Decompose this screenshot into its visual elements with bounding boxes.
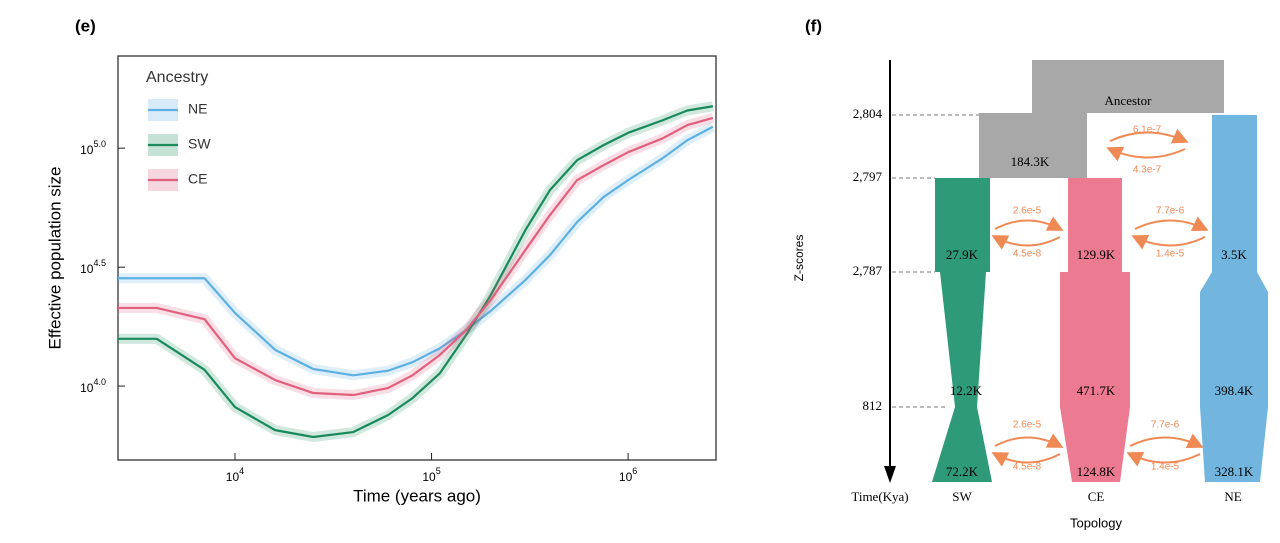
time-label: 2,804: [853, 106, 883, 121]
node-label: 328.1K: [1215, 464, 1254, 479]
migration-arrow: [1109, 128, 1189, 144]
migration-arrow: [1134, 216, 1209, 231]
series-line: [118, 105, 714, 439]
y-tick-base: 10: [80, 143, 94, 157]
node-label: 27.9K: [946, 247, 979, 262]
y-tick-exponent: 4.0: [93, 377, 106, 387]
axis-label: Z-scores: [792, 235, 806, 282]
panel-label: (e): [75, 16, 96, 35]
y-axis-label: Effective population size: [45, 166, 64, 349]
plot-frame: [117, 55, 717, 461]
ne-block: [1200, 407, 1268, 482]
migration-arrow: [991, 235, 1061, 250]
migration-arrow: [1126, 452, 1201, 467]
topology-label: Topology: [1070, 515, 1123, 530]
legend-label: SW: [188, 136, 211, 152]
x-tick-label: 106: [619, 466, 637, 484]
sw-block: [940, 272, 986, 407]
migration-rate: 1.4e-5: [1156, 249, 1185, 260]
diagram: (f) Z-scores 2,804 2,797 2,787 812 Ances…: [792, 16, 1268, 530]
migration-rate: 4.5e-8: [1013, 462, 1042, 473]
ancestor-block: [979, 60, 1224, 178]
x-axis-label: Time (years ago): [353, 486, 481, 505]
x-tick-label: 104: [226, 466, 244, 484]
legend-label: NE: [188, 101, 207, 117]
y-tick-base: 10: [80, 262, 94, 276]
time-label: 2,787: [853, 263, 883, 278]
ce-block: [1060, 407, 1130, 482]
migration-rate: 7.7e-6: [1151, 420, 1180, 431]
legend-title: Ancestry: [146, 69, 208, 86]
y-tick-exponent: 5.0: [93, 140, 106, 150]
node-label: 398.4K: [1215, 383, 1254, 398]
node-label: Ancestor: [1105, 93, 1153, 108]
x-tick-exponent: 5: [436, 466, 441, 476]
migration-rate: 2.6e-5: [1013, 206, 1042, 217]
y-tick-label: 104.0: [80, 377, 106, 395]
x-tick-exponent: 6: [632, 466, 637, 476]
population-label: NE: [1224, 489, 1241, 504]
migration-rate: 7.7e-6: [1156, 206, 1185, 217]
node-label: 471.7K: [1077, 383, 1116, 398]
migration-arrow: [1106, 146, 1186, 162]
node-label: 3.5K: [1221, 247, 1247, 262]
migration-rate: 4.5e-8: [1013, 249, 1042, 260]
series-line: [118, 125, 714, 377]
x-tick-base: 10: [226, 470, 240, 484]
migrations: 6.1e-7 4.3e-7 2.6e-5 4.5e-8 7.7e-6 1.4e-…: [991, 125, 1209, 473]
legend-label: CE: [188, 171, 207, 187]
migration-arrow: [1131, 235, 1206, 250]
ce-block: [1060, 272, 1130, 407]
migration-arrow: [1129, 433, 1204, 448]
time-guides: [892, 114, 979, 408]
node-label: 124.8K: [1077, 464, 1116, 479]
population-label: SW: [952, 489, 972, 504]
ce-block: [1068, 178, 1122, 272]
migration-arrow: [994, 433, 1064, 448]
migration-rate: 1.4e-5: [1151, 462, 1180, 473]
confidence-band: [118, 113, 715, 401]
x-tick-base: 10: [422, 470, 436, 484]
migration-rate: 2.6e-5: [1013, 420, 1042, 431]
node-label: 129.9K: [1077, 247, 1116, 262]
sw-block: [932, 407, 992, 482]
time-label: 812: [863, 398, 883, 413]
y-tick-exponent: 4.5: [93, 259, 106, 269]
y-tick-label: 104.5: [80, 259, 106, 277]
migration-rate: 4.3e-7: [1133, 165, 1162, 176]
node-label: 12.2K: [950, 383, 983, 398]
time-label: 2,797: [853, 169, 883, 184]
ne-block: [1200, 272, 1268, 407]
node-label: 72.2K: [946, 464, 979, 479]
series-line: [118, 116, 714, 397]
axis-arrowhead: [884, 466, 896, 483]
time-axis-title: Time(Kya): [851, 489, 908, 504]
migration-arrow: [991, 452, 1061, 467]
ne-block: [1212, 115, 1257, 272]
sw-block: [935, 178, 990, 272]
x-tick-base: 10: [619, 470, 633, 484]
panel-label: (f): [805, 16, 822, 35]
migration-rate: 6.1e-7: [1133, 125, 1162, 136]
confidence-band: [118, 122, 716, 381]
population-label: CE: [1088, 489, 1105, 504]
x-tick-label: 105: [422, 466, 440, 484]
migration-arrow: [994, 216, 1064, 231]
node-label: 184.3K: [1011, 154, 1050, 169]
y-tick-base: 10: [80, 381, 94, 395]
x-tick-exponent: 4: [239, 466, 244, 476]
y-tick-label: 105.0: [80, 140, 106, 158]
